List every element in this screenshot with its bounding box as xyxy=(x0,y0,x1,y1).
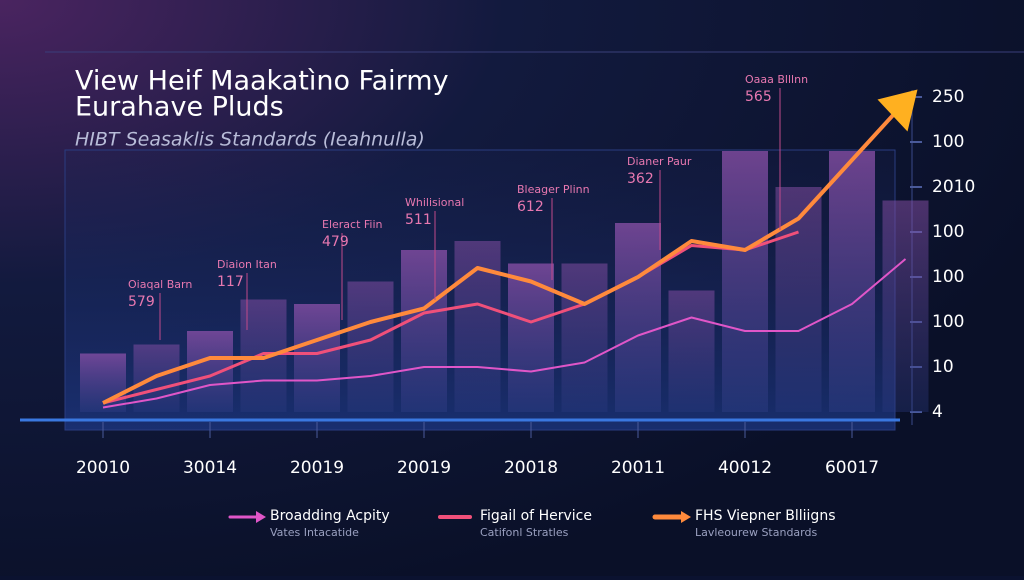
arrow-head xyxy=(877,89,918,132)
bar xyxy=(722,151,768,412)
bar xyxy=(829,151,875,412)
bar xyxy=(347,281,394,412)
legend-note: Vates Intacatide xyxy=(270,526,359,539)
annotation-value: 565 xyxy=(745,89,772,105)
bar xyxy=(294,304,340,412)
x-tick-label: 20019 xyxy=(290,458,344,478)
x-tick-label: 60017 xyxy=(825,458,879,478)
line-series xyxy=(102,258,907,409)
annotation-title: Bleager Plinn xyxy=(517,183,590,196)
legend-note: Catifonl Stratles xyxy=(480,526,569,539)
y-tick-label: 2010 xyxy=(932,177,975,197)
bar xyxy=(401,250,447,412)
bar xyxy=(775,187,822,412)
y-tick-label: 100 xyxy=(932,132,964,152)
y-tick-label: 100 xyxy=(932,267,964,287)
bar xyxy=(187,331,233,412)
annotation-value: 612 xyxy=(517,199,544,215)
x-tick-label: 20010 xyxy=(76,458,130,478)
annotation-title: Eleract Fiin xyxy=(322,218,383,231)
y-tick-label: 10 xyxy=(932,357,954,377)
annotation-value: 579 xyxy=(128,294,155,310)
y-tick-label: 250 xyxy=(932,87,964,107)
bar xyxy=(508,263,554,412)
annotation-title: Dianer Paur xyxy=(627,155,692,168)
legend-note: Lavleourew Standards xyxy=(695,526,817,539)
x-tick-label: 20019 xyxy=(397,458,451,478)
legend-label: Broadding Acpity xyxy=(270,508,390,524)
bar xyxy=(561,263,608,412)
line-series xyxy=(102,100,907,405)
x-tick-label: 20018 xyxy=(504,458,558,478)
annotation-value: 479 xyxy=(322,234,349,250)
line-series xyxy=(102,230,799,405)
y-tick-label: 4 xyxy=(932,402,943,422)
x-tick-label: 40012 xyxy=(718,458,772,478)
bar xyxy=(615,223,661,412)
bar xyxy=(668,290,715,412)
bar xyxy=(240,299,287,412)
annotation-title: Oaaa Blllnn xyxy=(745,73,808,86)
title-line: View Heif Maakatìno Fairmy xyxy=(75,66,449,97)
legend-arrow xyxy=(681,511,691,523)
bar xyxy=(80,353,126,412)
x-tick-label: 20011 xyxy=(611,458,665,478)
legend-label: Figail of Hervice xyxy=(480,508,592,524)
legend-label: FHS Viepner Blliigns xyxy=(695,508,836,524)
annotation-value: 511 xyxy=(405,212,432,228)
legend-arrow xyxy=(256,511,266,523)
y-tick-label: 100 xyxy=(932,222,964,242)
annotation-title: Whilisional xyxy=(405,196,464,209)
y-tick-label: 100 xyxy=(932,312,964,332)
subtitle: HIBT Seasaklis Standards (Ieahnulla) xyxy=(75,129,425,151)
annotation-title: Oiaqal Barn xyxy=(128,278,192,291)
x-tick-label: 30014 xyxy=(183,458,237,478)
annotation-value: 362 xyxy=(627,171,654,187)
annotation-title: Diaion Itan xyxy=(217,258,277,271)
bar xyxy=(882,200,929,412)
annotation-value: 117 xyxy=(217,274,244,290)
title-line: Eurahave Pluds xyxy=(75,92,284,123)
